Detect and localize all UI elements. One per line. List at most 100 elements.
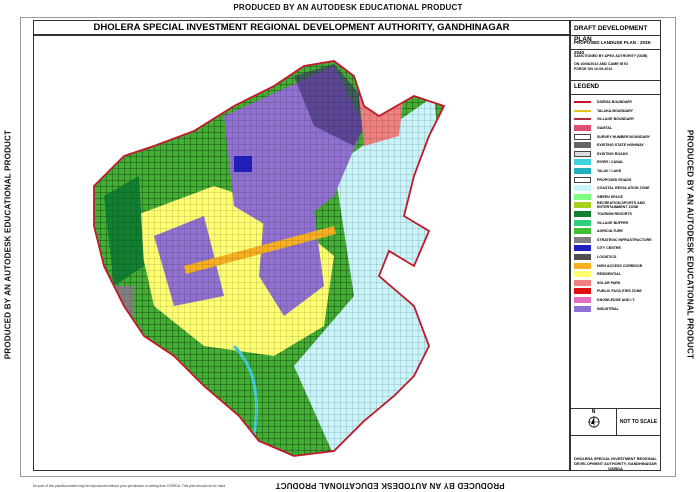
legend-label: GREEN SPACE xyxy=(597,194,623,199)
legend-swatch xyxy=(574,288,591,295)
info-panel: DRAFT DEVELOPMENT PLAN PROPOSED LANDUSE … xyxy=(570,20,661,471)
legend-label: TALAV / LAKE xyxy=(597,169,622,174)
map-title: DHOLERA SPECIAL INVESTMENT REGIONAL DEVE… xyxy=(33,20,570,35)
watermark-bottom: PRODUCED BY AN AUTODESK EDUCATIONAL PROD… xyxy=(275,481,505,490)
legend-label: SOLAR PARK xyxy=(597,280,621,285)
legend-item: CITY CENTRE xyxy=(574,244,657,253)
legend-label: RIVER / CANAL xyxy=(597,160,624,165)
legend-item: STRATEGIC INFRASTRUCTURE xyxy=(574,236,657,245)
legend-swatch xyxy=(574,219,591,226)
watermark-right: PRODUCED BY AN AUTODESK EDUCATIONAL PROD… xyxy=(685,129,695,360)
legend-swatch xyxy=(574,193,591,200)
legend-swatch xyxy=(574,271,591,278)
organization-footer: DHOLERA SPECIAL INVESTMENT REGIONAL DEVE… xyxy=(571,457,660,472)
north-arrow: N xyxy=(571,409,617,435)
legend-title: LEGEND xyxy=(571,81,660,95)
legend-label: INDUSTRIAL xyxy=(597,306,619,311)
legend-swatch xyxy=(574,296,591,303)
legend-item: EXISTING STATE HIGHWAY xyxy=(574,141,657,150)
plan-title: DRAFT DEVELOPMENT PLAN xyxy=(571,21,660,43)
legend-item: VILLAGE BOUNDARY xyxy=(574,115,657,124)
legend-item: RECREATION,SPORTS AND ENTERTAINMENT ZONE xyxy=(574,201,657,210)
plan-subtitle: PROPOSED LANDUSE PLAN : 2019-2040 xyxy=(571,36,660,55)
legend-item: VILLAGE BUFFER xyxy=(574,218,657,227)
legend-label: SURVEY NUMBER BOUNDARY xyxy=(597,134,651,139)
legend-label: COASTAL REGULATION ZONE xyxy=(597,186,650,191)
legend-item: SURVEY NUMBER BOUNDARY xyxy=(574,132,657,141)
north-label: N xyxy=(591,409,596,415)
legend-item: DSIRDA BOUNDARY xyxy=(574,98,657,107)
legend-label: CITY CENTRE xyxy=(597,246,621,251)
org-line: DSIRDA xyxy=(608,467,623,471)
legend-item: SOLAR PARK xyxy=(574,278,657,287)
sanction-note: SANCTIONED BY APEX AUTHORITY (GDB) ON 10… xyxy=(571,50,660,81)
legend-item: TALUKA BOUNDARY xyxy=(574,107,657,116)
legend-label: PUBLIC FACILITIES ZONE xyxy=(597,289,642,294)
legend-item: RIVER / CANAL xyxy=(574,158,657,167)
legend-swatch xyxy=(574,262,591,269)
legend-label: TOURISM RESORTS xyxy=(597,212,632,217)
legend-label: EXISTING STATE HIGHWAY xyxy=(597,143,644,148)
legend-label: KNOWLEDGE AND I.T. xyxy=(597,297,636,302)
legend-item: RESIDENTIAL xyxy=(574,270,657,279)
legend-label: GAMTAL xyxy=(597,126,613,131)
legend-item: KNOWLEDGE AND I.T. xyxy=(574,296,657,305)
sheet-border xyxy=(20,17,676,477)
legend-label: STRATEGIC INFRASTRUCTURE xyxy=(597,237,652,242)
watermark-top: PRODUCED BY AN AUTODESK EDUCATIONAL PROD… xyxy=(233,3,463,12)
legend-swatch xyxy=(574,159,591,166)
legend-item: EXISTING ROADS xyxy=(574,150,657,159)
sanction-line: SANCTIONED BY APEX AUTHORITY (GDB) xyxy=(574,54,648,58)
legend-swatch xyxy=(574,101,591,104)
org-line: DHOLERA SPECIAL INVESTMENT REGIONAL xyxy=(574,457,657,461)
legend-label: TALUKA BOUNDARY xyxy=(597,108,633,113)
legend-swatch xyxy=(574,118,591,121)
legend-label: HIGH ACCESS CORRIDOR xyxy=(597,263,643,268)
legend-swatch xyxy=(574,168,591,175)
legend-label: PROPOSED ROADS xyxy=(597,177,632,182)
legend-swatch xyxy=(574,305,591,312)
legend-swatch xyxy=(574,228,591,235)
legend-item: TALAV / LAKE xyxy=(574,167,657,176)
legend-swatch xyxy=(574,125,591,132)
legend-item: HIGH ACCESS CORRIDOR xyxy=(574,261,657,270)
north-scale-box: N NOT TO SCALE xyxy=(571,408,660,436)
legend-swatch xyxy=(574,236,591,243)
sanction-line: ON 10/08/2012 AND CAME INTO xyxy=(574,62,629,66)
legend-swatch xyxy=(574,202,591,209)
legend-item: GAMTAL xyxy=(574,124,657,133)
sanction-line: FORCE ON 10-09-2012 xyxy=(574,67,613,71)
org-line: DEVELOPMENT AUTHORITY, GANDHINAGAR xyxy=(574,462,657,466)
legend-label: DSIRDA BOUNDARY xyxy=(597,100,633,105)
legend-swatch xyxy=(574,253,591,260)
legend-item: PROPOSED ROADS xyxy=(574,175,657,184)
legend-swatch xyxy=(574,150,591,157)
legend-swatch xyxy=(574,133,591,140)
legend: LEGEND DSIRDA BOUNDARY TALUKA BOUNDARY VIL… xyxy=(571,81,660,381)
legend-label: RECREATION,SPORTS AND ENTERTAINMENT ZONE xyxy=(597,201,645,210)
legend-item: LOGISTICS xyxy=(574,253,657,262)
legend-swatch xyxy=(574,211,591,218)
north-arrow-icon xyxy=(587,416,600,428)
legend-label: VILLAGE BUFFER xyxy=(597,220,629,225)
legend-swatch xyxy=(574,279,591,286)
legend-swatch xyxy=(574,185,591,192)
scale-note: NOT TO SCALE xyxy=(619,419,658,425)
map-frame xyxy=(33,35,570,471)
legend-item: PUBLIC FACILITIES ZONE xyxy=(574,287,657,296)
legend-swatch xyxy=(574,109,591,112)
watermark-left: PRODUCED BY AN AUTODESK EDUCATIONAL PROD… xyxy=(3,129,13,360)
legend-item: AGRICULTURE xyxy=(574,227,657,236)
legend-item: INDUSTRIAL xyxy=(574,304,657,313)
legend-swatch xyxy=(574,176,591,183)
legend-swatch xyxy=(574,142,591,149)
legend-swatch xyxy=(574,245,591,252)
legend-label: EXISTING ROADS xyxy=(597,151,628,156)
legend-item: COASTAL REGULATION ZONE xyxy=(574,184,657,193)
legend-label: LOGISTICS xyxy=(597,254,617,259)
legend-label: RESIDENTIAL xyxy=(597,272,621,277)
legend-label: VILLAGE BOUNDARY xyxy=(597,117,635,122)
disclaimer: No part of this plan/document may be rep… xyxy=(33,484,226,488)
legend-label: AGRICULTURE xyxy=(597,229,623,234)
landuse-map xyxy=(93,60,445,457)
